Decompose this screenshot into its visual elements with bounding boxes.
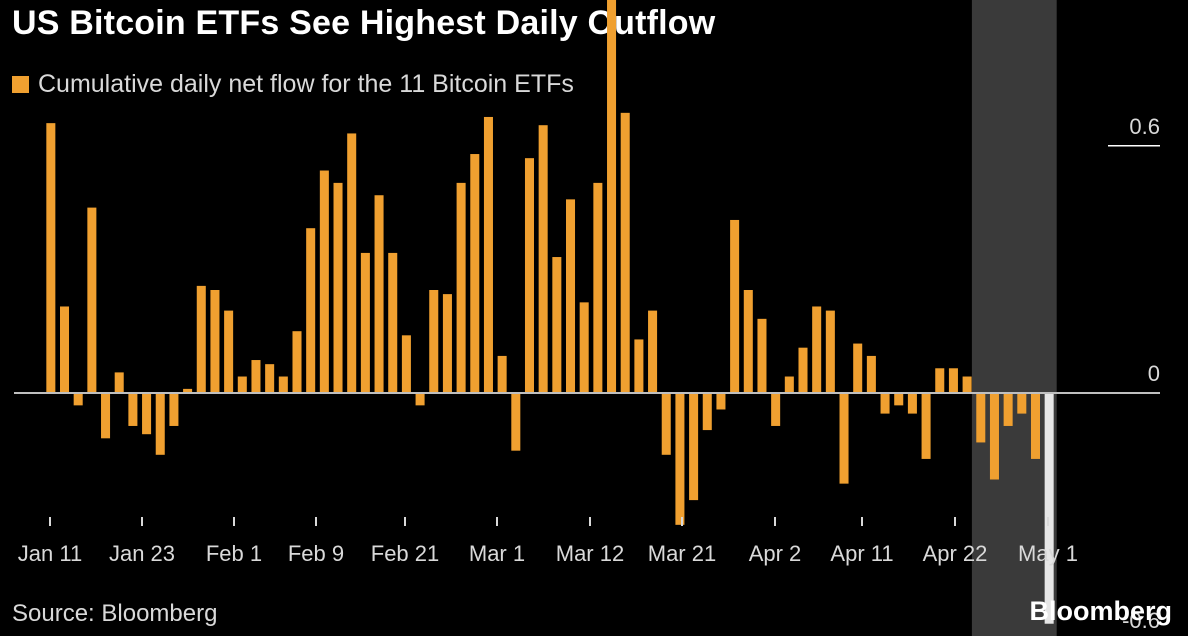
bar [155, 393, 165, 455]
x-tick-label: Mar 1 [469, 541, 525, 566]
bar [866, 355, 876, 393]
bar [566, 199, 576, 393]
legend-swatch [12, 76, 29, 93]
bar [73, 393, 83, 406]
bar [607, 0, 617, 394]
bar [46, 123, 56, 393]
bar [989, 393, 999, 480]
bar [730, 219, 740, 393]
bar [87, 207, 97, 393]
bar [470, 154, 480, 393]
bar [825, 310, 835, 393]
bar [319, 170, 329, 393]
chart-legend: Cumulative daily net flow for the 11 Bit… [12, 70, 574, 99]
bar [415, 393, 425, 406]
source-note: Source: Bloomberg [12, 600, 218, 627]
bar [675, 393, 685, 525]
bar [142, 393, 152, 435]
bar [333, 182, 343, 393]
bar [593, 182, 603, 393]
bar [812, 306, 822, 393]
bar [976, 393, 986, 443]
bar [128, 393, 138, 426]
bar [169, 393, 179, 426]
bar [935, 368, 945, 393]
x-tick-label: Feb 9 [288, 541, 344, 566]
bar [1044, 393, 1054, 624]
bar [661, 393, 671, 455]
bar [511, 393, 521, 451]
chart-title: US Bitcoin ETFs See Highest Daily Outflo… [12, 4, 716, 42]
bar [60, 306, 70, 393]
bar [388, 252, 398, 393]
bar [1017, 393, 1027, 414]
bar [374, 195, 384, 393]
bar [347, 133, 357, 393]
bar [538, 125, 548, 393]
y-tick-label: 0.6 [1129, 114, 1160, 139]
bar [251, 360, 261, 393]
bar [101, 393, 111, 439]
bar [114, 372, 124, 393]
x-tick-label: Apr 2 [749, 541, 802, 566]
highlight-band [971, 0, 1057, 636]
bar [278, 376, 288, 393]
bar [853, 343, 863, 393]
bar [210, 290, 220, 393]
bar [962, 376, 972, 393]
x-tick-label: Mar 12 [556, 541, 624, 566]
bar [429, 290, 439, 393]
bar [771, 393, 781, 426]
bar [921, 393, 931, 459]
bar [552, 257, 562, 393]
bar [1030, 393, 1040, 459]
bar [196, 285, 206, 393]
bar [442, 294, 452, 393]
bar [894, 393, 904, 406]
bar [702, 393, 712, 431]
bar [839, 393, 849, 484]
bar [634, 339, 644, 393]
bar [716, 393, 726, 410]
bar [798, 347, 808, 393]
bar [183, 388, 193, 393]
bar [880, 393, 890, 414]
x-tick-label: Jan 23 [109, 541, 175, 566]
y-tick-label: 0 [1148, 361, 1160, 386]
bar [948, 368, 958, 393]
bloomberg-logo: Bloomberg [1029, 596, 1172, 626]
bar [689, 393, 699, 501]
x-tick-label: Feb 21 [371, 541, 440, 566]
bar [237, 376, 247, 393]
bar [224, 310, 234, 393]
x-tick-label: Mar 21 [648, 541, 716, 566]
bar [743, 290, 753, 393]
x-tick-label: Jan 11 [18, 541, 82, 566]
x-tick-label: May 1 [1018, 541, 1078, 566]
bar [907, 393, 917, 414]
bar [360, 252, 370, 393]
bar [1003, 393, 1013, 426]
bar [292, 331, 302, 393]
x-tick-label: Apr 11 [830, 541, 893, 566]
bar [757, 318, 767, 393]
bar [497, 355, 507, 393]
y-tick-label: -0.6 [1122, 608, 1160, 633]
bar [524, 158, 534, 393]
bar [265, 364, 275, 393]
bar [306, 228, 316, 393]
bar [401, 335, 411, 393]
bar [456, 182, 466, 393]
x-tick-label: Feb 1 [206, 541, 262, 566]
legend-label: Cumulative daily net flow for the 11 Bit… [38, 70, 574, 98]
bar [483, 116, 493, 394]
bar [579, 302, 589, 393]
x-tick-label: Apr 22 [923, 541, 988, 566]
bar [620, 112, 630, 393]
bar [648, 310, 658, 393]
bar [784, 376, 794, 393]
